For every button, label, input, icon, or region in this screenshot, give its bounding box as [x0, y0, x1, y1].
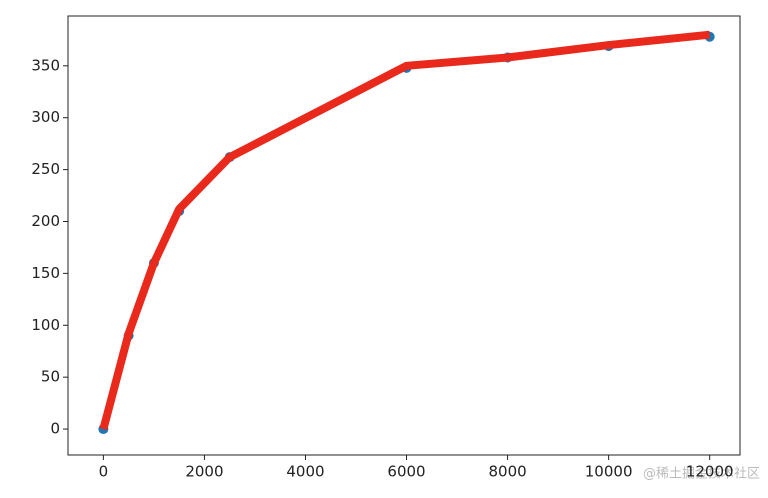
y-tick-label: 100: [31, 316, 60, 334]
x-tick-label: 8000: [488, 463, 526, 481]
y-tick-label: 50: [41, 368, 60, 386]
x-tick-label: 0: [99, 463, 109, 481]
x-tick-label: 6000: [387, 463, 425, 481]
data-line: [99, 30, 711, 431]
x-tick-label: 4000: [286, 463, 324, 481]
y-tick-label: 250: [31, 160, 60, 178]
y-tick-label: 350: [31, 56, 60, 74]
watermark: @稀土掘金技术社区: [643, 466, 760, 482]
y-tick-label: 150: [31, 264, 60, 282]
x-tick-label: 10000: [585, 463, 633, 481]
y-tick-label: 200: [31, 212, 60, 230]
plot-frame: [67, 15, 741, 456]
x-tick-label: 2000: [185, 463, 223, 481]
y-tick-label: 0: [50, 420, 60, 438]
x-tick-label: 12000: [686, 463, 734, 481]
y-tick-label: 300: [31, 108, 60, 126]
